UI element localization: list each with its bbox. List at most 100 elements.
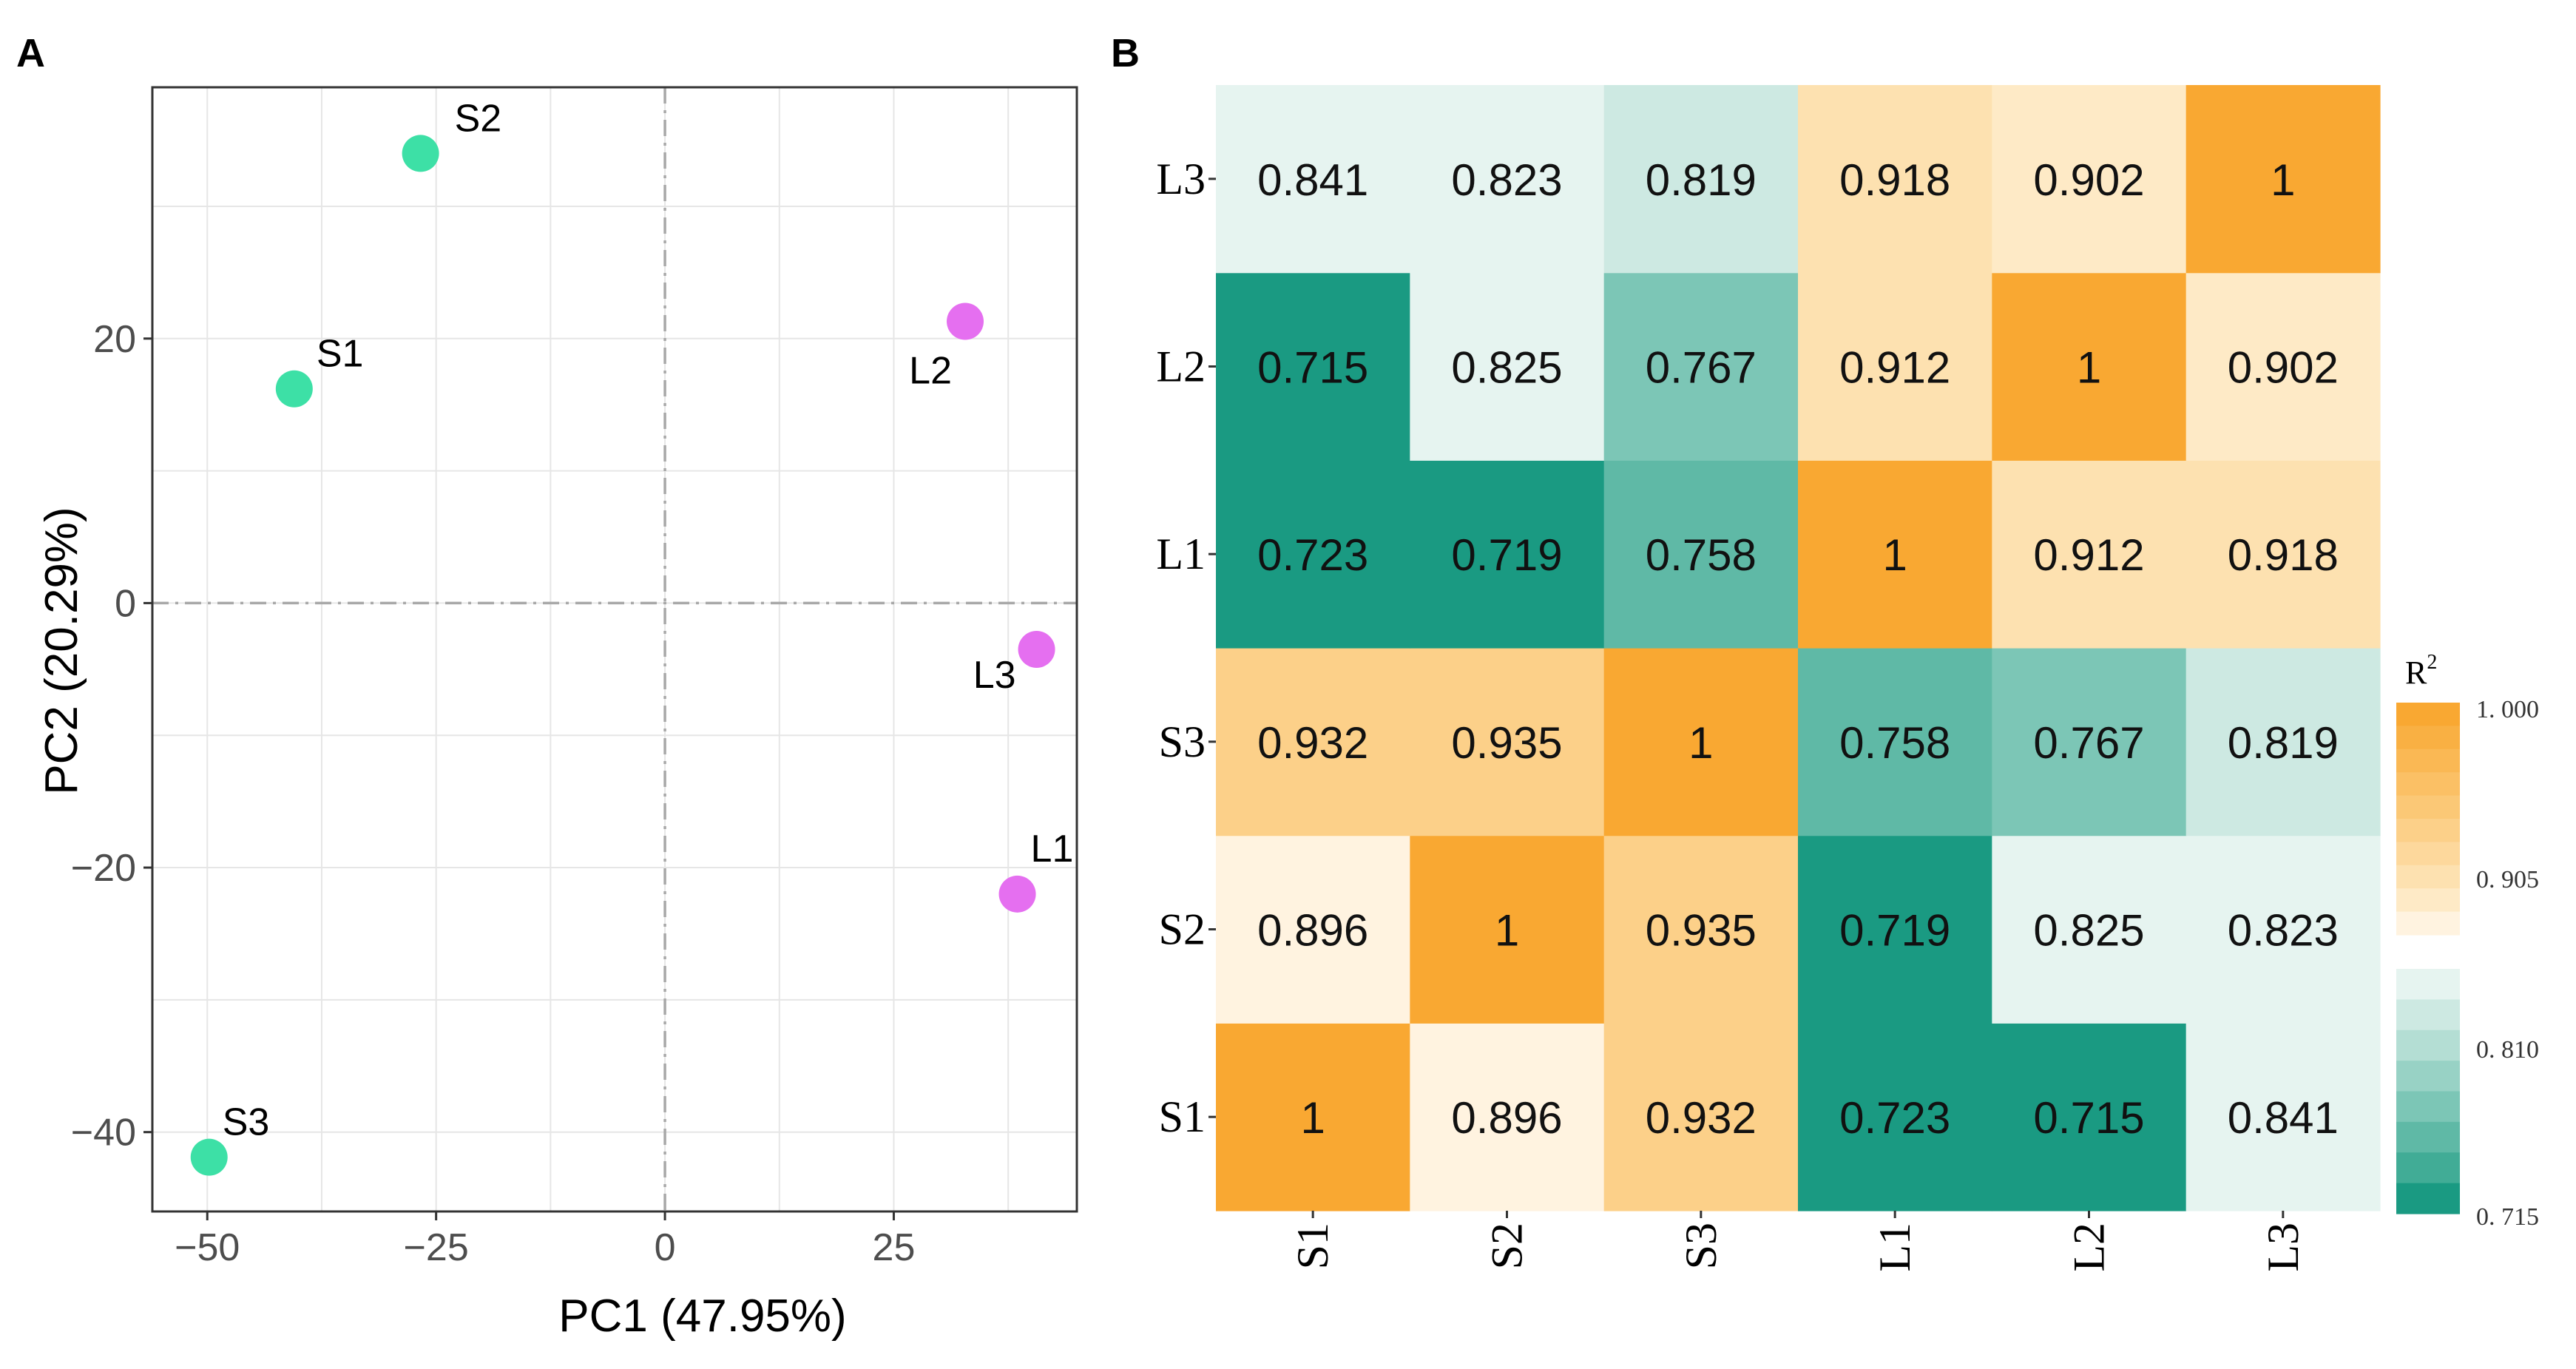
pca-x-tick-label: 0 [655,1226,676,1269]
pca-point-l1 [998,875,1036,913]
heatmap-cell-value: 1 [1882,530,1907,580]
heatmap-x-tick-label: L3 [2259,1223,2308,1272]
heatmap-cell-value: 0.819 [2228,718,2339,768]
heatmap-cell [1603,835,1799,1024]
heatmap-cell [1798,1023,1992,1211]
pca-y-tick-label: −40 [71,1112,136,1155]
heatmap-axis-ticks: S1 S2 S3 L1 L2 L3 S1 S2 S3 L1 L2 L3 [1156,155,2307,1272]
panel-a-label: A [16,31,45,75]
legend-swatch [2396,795,2460,819]
pca-x-tick-label: −25 [404,1226,469,1269]
heatmap-cell [1216,1023,1410,1211]
heatmap-cell-value: 0.823 [2228,906,2339,956]
heatmap-cell [2185,85,2381,274]
heatmap-cell [1798,835,1992,1024]
heatmap-cell-value: 0.825 [1451,343,1562,393]
legend-tick-label: 0. 905 [2476,866,2539,893]
pca-point-l2 [947,302,984,340]
pca-x-tick-label: 25 [873,1226,916,1269]
heatmap-cell [1603,272,1799,461]
heatmap-y-tick-label: L2 [1156,342,1206,391]
heatmap-cell [1798,85,1992,274]
pca-reference-lines [152,87,1077,1211]
heatmap-cell-value: 0.935 [1646,906,1757,956]
pca-y-tick-label: −20 [71,847,136,890]
pca-gridlines [152,87,1077,1211]
pca-point-label: S3 [223,1101,270,1144]
legend-swatch [2396,1121,2460,1153]
heatmap-cell [2185,1023,2381,1211]
heatmap-cell [1603,1023,1799,1211]
heatmap-cell-value: 0.902 [2228,343,2339,393]
legend-swatch [2396,911,2460,936]
heatmap-cell [1216,835,1410,1024]
heatmap-cell-value: 0.723 [1839,1093,1950,1143]
heatmap-cell [1216,272,1410,461]
heatmap-cell [1992,85,2187,274]
heatmap-cell-value: 0.902 [2033,155,2144,205]
pca-point-s2 [402,135,439,172]
pca-point-s1 [275,370,313,408]
heatmap-cell [1410,460,1605,649]
heatmap-cell [1410,648,1605,836]
pca-point-label: L1 [1031,828,1074,871]
heatmap-x-tick-label: S3 [1677,1223,1725,1269]
heatmap-cell [1410,1023,1605,1211]
pca-point-l3 [1018,631,1055,668]
legend-title: R2 [2405,651,2437,691]
pca-y-axis-title: PC2 (20.29%) [36,507,87,794]
heatmap-cell [2185,648,2381,836]
heatmap-cell [2185,272,2381,461]
heatmap-cell [1992,272,2187,461]
legend-swatch [2396,819,2460,842]
heatmap-cell [1798,460,1992,649]
legend-swatch [2396,999,2460,1031]
pca-x-axis-title: PC1 (47.95%) [558,1291,846,1342]
pca-point-label: L2 [909,350,952,393]
heatmap-cell-value: 0.912 [1839,343,1950,393]
heatmap-cell [1992,648,2187,836]
heatmap-cell [1992,835,2187,1024]
legend-tick-label: 0. 810 [2476,1036,2539,1064]
heatmap-y-tick-label: S2 [1159,905,1206,954]
heatmap-x-tick-label: L1 [1870,1223,1919,1272]
legend-swatch [2396,842,2460,866]
heatmap-cell-value: 0.896 [1451,1093,1562,1143]
heatmap-cell [1603,460,1799,649]
panel-b-label: B [1111,31,1140,75]
heatmap-cell-value: 0.825 [2033,906,2144,956]
heatmap-cell-value: 0.841 [2228,1093,2339,1143]
heatmap-cell-value: 0.715 [2033,1093,2144,1143]
pca-scatter-plot: −50 −25 0 25 −40 −20 0 20 S1 S2 S3 L1 L2 L3 PC1 (47.… [36,86,1078,1342]
pca-point-label: S1 [317,333,364,376]
legend-tick-label: 1. 000 [2476,696,2539,723]
heatmap-cell [1216,648,1410,836]
legend-swatch [2396,1091,2460,1123]
correlation-heatmap: 1 0.896 0.932 0.723 0.715 0.841 0.896 1 0.935 0.7… [1156,85,2539,1272]
heatmap-cell [2185,835,2381,1024]
legend-swatch [2396,1152,2460,1184]
heatmap-y-tick-label: S3 [1159,717,1206,766]
legend-swatch [2396,969,2460,1000]
heatmap-cell-value: 1 [2077,343,2101,393]
pca-y-tick-label: 0 [115,582,136,625]
heatmap-x-tick-label: S1 [1288,1223,1337,1269]
heatmap-cell [1798,648,1992,836]
heatmap-cell [1992,460,2187,649]
legend-swatch [2396,1061,2460,1092]
heatmap-cell [1410,85,1605,274]
heatmap-y-tick-label: L3 [1156,155,1206,203]
pca-plot-border [151,86,1078,1213]
legend-swatch [2396,748,2460,773]
heatmap-cell-value: 0.758 [1839,718,1950,768]
heatmap-cell-value: 0.823 [1451,155,1562,205]
heatmap-cells: 1 0.896 0.932 0.723 0.715 0.841 0.896 1 0.935 0.7… [1216,85,2381,1211]
heatmap-cell-value: 1 [1688,718,1713,768]
heatmap-cell [2185,460,2381,649]
pca-point-label: L3 [973,654,1016,697]
legend-swatch [2396,726,2460,750]
legend-swatch [2396,703,2460,726]
pca-x-tick-label: −50 [175,1226,240,1269]
heatmap-cell [1216,460,1410,649]
